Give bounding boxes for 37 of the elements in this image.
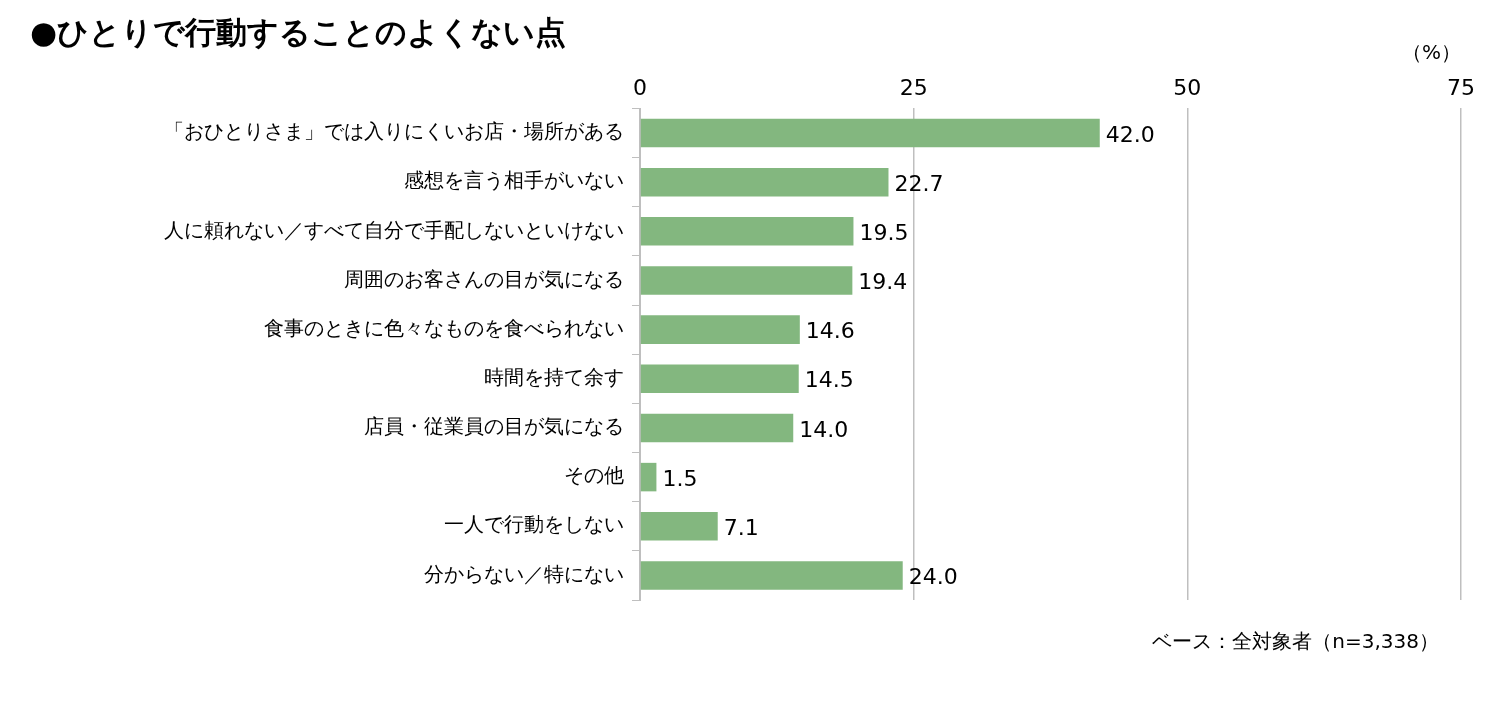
bar <box>640 413 794 443</box>
bar <box>640 167 889 197</box>
data-label: 19.4 <box>858 269 908 295</box>
text: ●ひとりで行動することのよくない点 <box>30 14 567 50</box>
x-tick-label: 25 <box>899 74 928 100</box>
data-label: 7.1 <box>723 514 759 540</box>
y-tick-label: 店員・従業員の目が気になる <box>364 414 624 439</box>
bar <box>640 512 718 541</box>
data-label: 14.5 <box>804 367 854 393</box>
data-label: 24.0 <box>908 564 958 590</box>
data-label: 14.6 <box>805 318 855 344</box>
x-axis-title: （%） <box>1401 40 1461 65</box>
bar <box>640 315 800 344</box>
text: ベース：全対象者（n=3,338） <box>1151 628 1440 655</box>
y-tick-label: 人に頼れない／すべて自分で手配しないといけない <box>164 217 624 242</box>
data-label: 22.7 <box>894 170 944 196</box>
y-tick-label: 一人で行動をしない <box>444 512 624 537</box>
x-tick-label: 0 <box>633 74 647 100</box>
y-tick-label: 周囲のお客さんの目が気になる <box>344 266 624 291</box>
y-tick-label: その他 <box>564 463 624 488</box>
bar <box>640 118 1100 148</box>
bar <box>640 462 657 492</box>
y-tick-label: 「おひとりさま」では入りにくいお店・場所がある <box>164 119 624 144</box>
y-tick-label: 感想を言う相手がいない <box>404 168 624 193</box>
bar <box>640 217 854 246</box>
y-tick-label: 時間を持て余す <box>484 364 624 389</box>
y-tick-label: 分からない／特にない <box>424 561 624 586</box>
data-label: 42.0 <box>1105 121 1155 147</box>
bar <box>640 266 853 295</box>
bar <box>640 364 799 394</box>
x-tick-label: 50 <box>1173 74 1202 100</box>
x-tick-label: 75 <box>1447 74 1475 100</box>
data-label: 1.5 <box>662 465 698 491</box>
data-label: 19.5 <box>859 220 909 246</box>
bar <box>640 561 903 590</box>
data-label: 14.0 <box>799 416 849 442</box>
y-tick-label: 食事のときに色々なものを食べられない <box>264 315 624 340</box>
